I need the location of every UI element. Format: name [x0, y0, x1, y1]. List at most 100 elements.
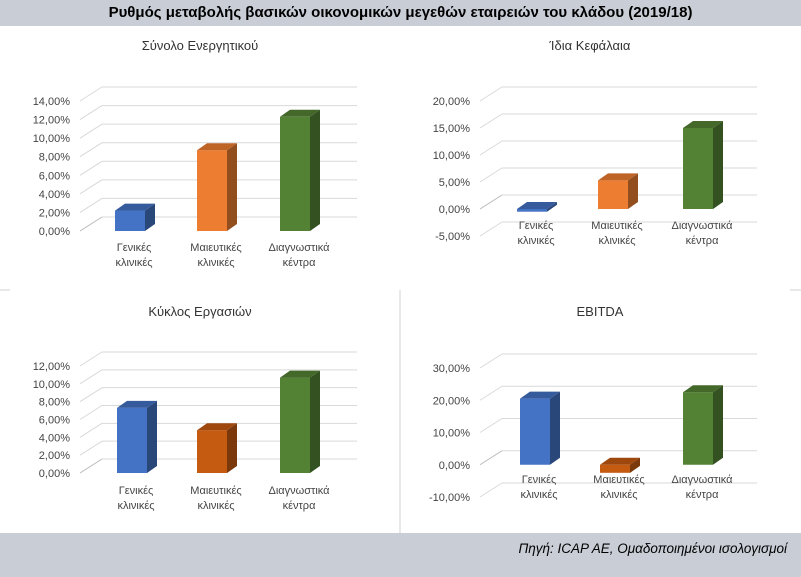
- bar: [117, 400, 157, 473]
- category-label-line: Γενικές: [117, 242, 152, 254]
- source-text: Πηγή: ICAP AE, Ομαδοποιημένοι ισολογισμο…: [518, 541, 787, 556]
- bar: [280, 109, 320, 231]
- bar-side: [550, 391, 560, 465]
- y-tick-label: 5,00%: [439, 177, 470, 189]
- y-tick-label: 20,00%: [433, 96, 471, 108]
- category-label: Μαιευτικές κλινικές: [593, 474, 644, 501]
- y-tick-label: 6,00%: [39, 170, 70, 182]
- y-tick-label: 0,00%: [439, 460, 470, 472]
- gridline-side: [479, 221, 503, 237]
- category-label-line: κέντρα: [283, 500, 317, 512]
- gridline-side: [79, 123, 103, 139]
- category-label-line: κλινικές: [600, 489, 637, 501]
- y-tick-label: 0,00%: [39, 226, 70, 238]
- category-label: Γενικές κλινικές: [517, 220, 554, 247]
- chart-3: Κύκλος Εργασιών 0,00% 2,00% 4,00% 6,00% 8,00%…: [33, 304, 357, 512]
- y-tick-label: 8,00%: [39, 397, 70, 409]
- y-tick-label: 12,00%: [33, 361, 71, 373]
- page-title: Ρυθμός μεταβολής βασικών οικονομικών μεγ…: [108, 4, 693, 21]
- charts-canvas: Σύνολο Ενεργητικού 0,00% 2,00% 4,00% 6,00% 8,…: [0, 26, 801, 533]
- bar-top: [280, 370, 320, 378]
- y-tick-label: 2,00%: [39, 450, 70, 462]
- bar: [115, 203, 155, 231]
- category-label-line: Μαιευτικές: [593, 474, 644, 486]
- category-label: Μαιευτικές κλινικές: [190, 242, 241, 269]
- y-tick-label: 20,00%: [433, 395, 471, 407]
- category-label-line: κλινικές: [115, 257, 152, 269]
- category-label: Διαγνωστικά κέντρα: [268, 485, 330, 512]
- bar-front: [520, 398, 550, 465]
- category-label-line: κέντρα: [686, 489, 720, 501]
- gridline-side: [79, 422, 103, 438]
- bar: [683, 385, 723, 465]
- bar-side: [628, 173, 638, 209]
- charts-svg: Σύνολο Ενεργητικού 0,00% 2,00% 4,00% 6,00% 8,…: [0, 38, 801, 533]
- y-tick-label: 10,00%: [433, 428, 471, 440]
- zero-floor-side: [479, 194, 503, 210]
- chart-title: EBITDA: [577, 304, 624, 319]
- gridline-side: [79, 160, 103, 176]
- y-tick-label: -5,00%: [435, 231, 470, 243]
- gridline-side: [79, 179, 103, 195]
- y-tick-label: -10,00%: [429, 492, 470, 504]
- bar-top: [117, 400, 157, 408]
- bar-front: [115, 210, 145, 231]
- category-label-line: Γενικές: [119, 485, 154, 497]
- bar-top: [598, 173, 638, 181]
- category-label-line: Μαιευτικές: [190, 485, 241, 497]
- gridline-side: [79, 405, 103, 420]
- bar-front: [280, 377, 310, 473]
- bar-front: [683, 128, 713, 209]
- category-label-line: Διαγνωστικά: [671, 220, 733, 232]
- category-label-line: κέντρα: [283, 257, 317, 269]
- bar-top: [600, 457, 640, 465]
- bar-front: [598, 180, 628, 209]
- bar-front: [517, 209, 547, 212]
- bar-side: [310, 109, 320, 231]
- chart-title: Κύκλος Εργασιών: [148, 304, 251, 319]
- category-label: Μαιευτικές κλινικές: [591, 220, 642, 247]
- bar-top: [197, 143, 237, 151]
- bar-front: [683, 392, 713, 465]
- zero-floor-side: [79, 216, 103, 232]
- bar-side: [630, 457, 640, 473]
- category-label: Γενικές κλινικές: [115, 242, 152, 269]
- gridline-side: [79, 198, 103, 213]
- bar: [517, 202, 557, 212]
- bar-front: [280, 116, 310, 231]
- gridline-side: [79, 351, 103, 367]
- bar-side: [227, 143, 237, 231]
- category-label-line: κλινικές: [197, 500, 234, 512]
- chart-2: Ίδια Κεφάλαια -5,00% 0,00% 5,00% 10,00% 15,00…: [433, 38, 757, 247]
- gridline-side: [79, 86, 103, 102]
- gridline-side: [79, 440, 103, 456]
- bar-side: [147, 400, 157, 473]
- category-label-line: κλινικές: [117, 500, 154, 512]
- bar: [520, 391, 560, 465]
- gridline-side: [79, 387, 103, 403]
- y-tick-label: 4,00%: [39, 189, 70, 201]
- category-label-line: κλινικές: [517, 235, 554, 247]
- bar-side: [145, 203, 155, 231]
- bar-side: [227, 423, 237, 473]
- category-label-line: Μαιευτικές: [190, 242, 241, 254]
- y-tick-label: 2,00%: [39, 207, 70, 219]
- chart-title: Ίδια Κεφάλαια: [549, 38, 631, 53]
- gridline-side: [479, 353, 503, 369]
- gridline-side: [79, 369, 103, 385]
- gridline-side: [79, 105, 103, 120]
- category-label: Διαγνωστικά κέντρα: [671, 474, 733, 501]
- bar: [197, 143, 237, 231]
- bar-side: [713, 385, 723, 465]
- bar: [683, 121, 723, 209]
- category-label-line: κλινικές: [520, 489, 557, 501]
- y-tick-label: 12,00%: [33, 115, 71, 127]
- y-tick-label: 0,00%: [439, 204, 470, 216]
- bar: [600, 457, 640, 473]
- bar-front: [197, 430, 227, 473]
- y-tick-label: 10,00%: [33, 379, 71, 391]
- gridline-side: [479, 418, 503, 433]
- category-label-line: κέντρα: [686, 235, 720, 247]
- y-tick-label: 0,00%: [39, 468, 70, 480]
- bar: [197, 423, 237, 473]
